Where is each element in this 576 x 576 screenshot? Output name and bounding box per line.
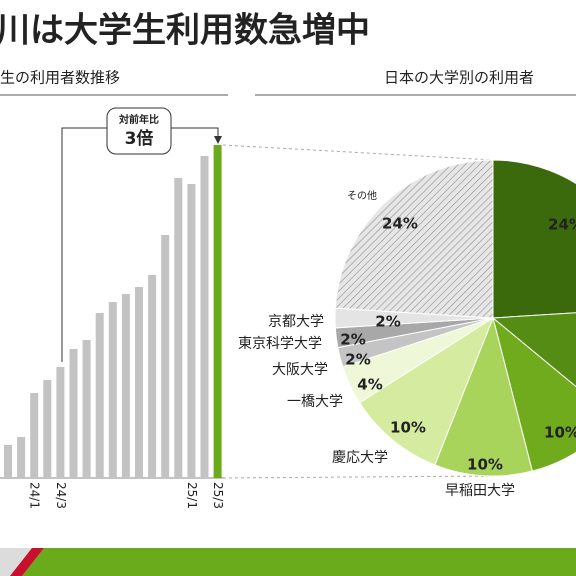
- pie-slice: [434, 316, 533, 477]
- annotation-box: [106, 107, 172, 155]
- footer-green: [22, 548, 576, 576]
- bar: [135, 287, 143, 478]
- x-tick-label: 24/3: [54, 482, 68, 509]
- bar: [69, 349, 78, 478]
- x-tick-label: 24/1: [28, 482, 42, 509]
- pie-slice: [491, 312, 576, 388]
- bar: [187, 184, 196, 478]
- bar: [121, 294, 130, 478]
- slide-title: 川は大学生利用数急増中: [0, 11, 370, 51]
- pie-slice: [492, 159, 576, 319]
- value-label: 10%: [467, 456, 503, 474]
- bar: [148, 275, 157, 478]
- bar: [174, 178, 183, 478]
- value-label: 24%: [548, 216, 576, 234]
- footer-red: [10, 548, 44, 576]
- bar: [17, 437, 26, 478]
- category-label: 慶応大学: [332, 450, 388, 466]
- pie-subtitle: 日本の大学別の利用者: [384, 69, 534, 87]
- bar: [4, 445, 12, 478]
- value-label: 10%: [390, 419, 426, 437]
- value-label: 2%: [345, 351, 370, 369]
- category-label: 大阪大学: [272, 362, 328, 378]
- value-label: 10%: [544, 424, 576, 442]
- category-label: 東京科学大学: [238, 336, 322, 352]
- category-label: 京都大学: [268, 314, 324, 330]
- category-label: 一橋大学: [287, 394, 343, 410]
- pie-slice: [492, 316, 576, 472]
- bar: [43, 380, 52, 478]
- value-label: 24%: [382, 215, 418, 233]
- value-label: 4%: [357, 376, 382, 394]
- x-tick-label: 25/3: [211, 482, 225, 509]
- bar: [30, 393, 39, 478]
- value-label: 2%: [375, 313, 400, 331]
- value-label: 2%: [340, 331, 365, 349]
- annotation-label: 対前年比: [118, 113, 159, 126]
- bar: [161, 235, 170, 478]
- bar: [108, 302, 117, 478]
- bar: [56, 367, 65, 478]
- category-label: その他: [347, 189, 377, 202]
- bar-subtitle: 生の利用者数推移: [0, 69, 120, 87]
- annotation-value: 3倍: [125, 128, 154, 149]
- bar: [213, 145, 222, 478]
- slice-hatch: [334, 159, 494, 319]
- x-tick-label: 25/1: [185, 482, 199, 509]
- bar: [95, 313, 104, 478]
- arrow: [214, 136, 222, 144]
- pie-slice: [358, 316, 495, 466]
- category-label: 早稲田大学: [445, 483, 515, 499]
- bar: [200, 156, 209, 478]
- bar: [82, 340, 91, 478]
